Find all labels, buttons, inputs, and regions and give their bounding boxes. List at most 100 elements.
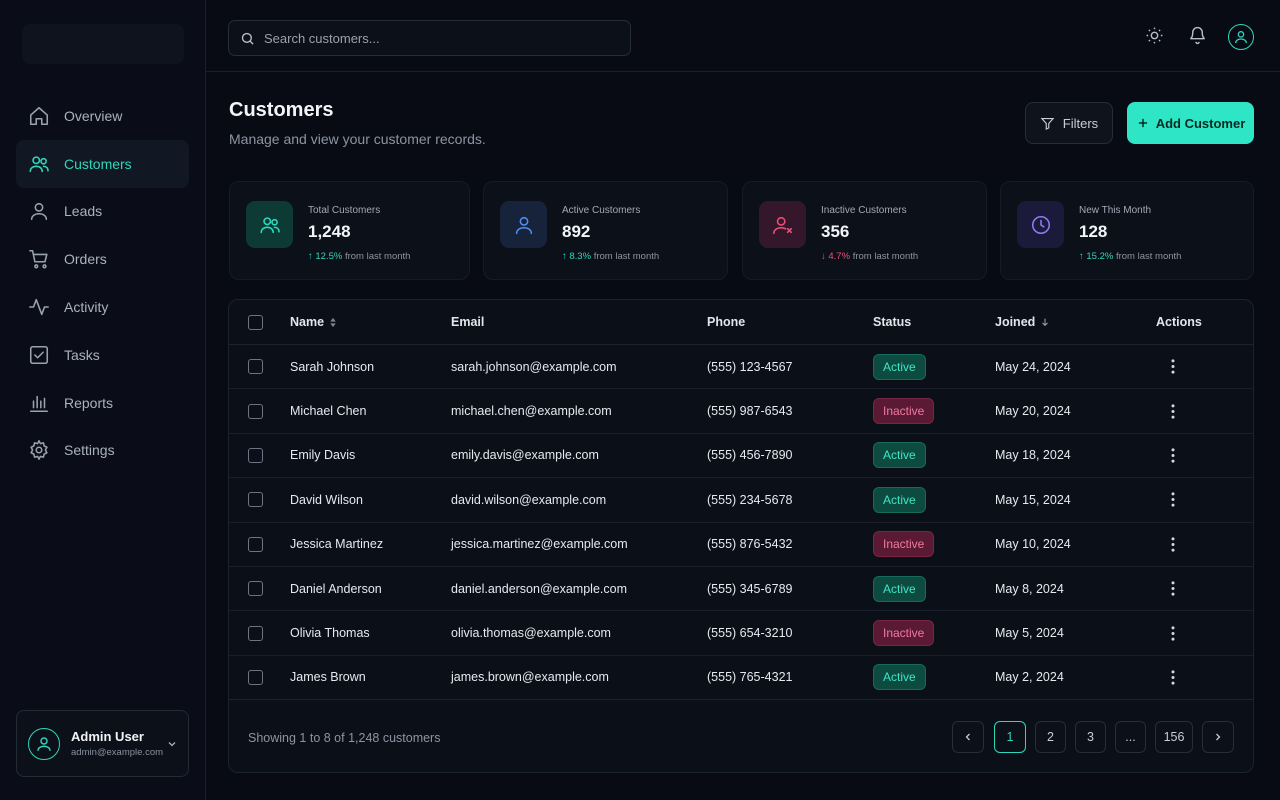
cart-icon: [28, 248, 50, 270]
page-button[interactable]: ...: [1115, 721, 1146, 753]
sidebar-item-reports[interactable]: Reports: [16, 379, 189, 427]
chevron-down-icon: [166, 738, 178, 750]
stat-card: Total Customers 1,248 ↑ 12.5% from last …: [229, 181, 470, 280]
table-row[interactable]: Daniel Anderson daniel.anderson@example.…: [229, 567, 1253, 612]
trend-value: ↑ 8.3%: [562, 251, 592, 262]
table-header: Name Email Phone Status Joined Actions: [229, 300, 1253, 345]
table-row[interactable]: Emily Davis emily.davis@example.com (555…: [229, 434, 1253, 479]
row-checkbox[interactable]: [248, 536, 263, 552]
table-row[interactable]: Jessica Martinez jessica.martinez@exampl…: [229, 523, 1253, 567]
trend-value: ↓ 4.7%: [821, 251, 851, 262]
customer-joined: May 24, 2024: [995, 359, 1071, 374]
sidebar-item-overview[interactable]: Overview: [16, 92, 189, 140]
row-checkbox[interactable]: [248, 581, 263, 597]
status-badge: Inactive: [873, 398, 935, 425]
sidebar-item-customers[interactable]: Customers: [16, 139, 189, 188]
search-box[interactable]: [228, 20, 631, 56]
page-button[interactable]: 2: [1035, 721, 1066, 753]
row-checkbox[interactable]: [248, 625, 263, 641]
sidebar-item-label: Orders: [64, 251, 107, 268]
column-phone: Phone: [707, 315, 746, 329]
status-badge: Inactive: [873, 620, 935, 647]
search-input[interactable]: [264, 30, 604, 46]
customer-joined: May 20, 2024: [995, 404, 1071, 419]
user-name: Admin User: [71, 729, 144, 744]
users-icon: [28, 153, 50, 175]
table-row[interactable]: Michael Chen michael.chen@example.com (5…: [229, 389, 1253, 434]
sidebar-item-tasks[interactable]: Tasks: [16, 331, 189, 379]
activity-icon: [28, 296, 50, 318]
customer-joined: May 8, 2024: [995, 581, 1064, 596]
column-name-label: Name: [290, 315, 325, 329]
stat-label: Total Customers: [308, 205, 381, 216]
prev-page-button[interactable]: [952, 721, 984, 753]
trend-text: from last month: [1115, 251, 1182, 262]
customer-phone: (555) 987-6543: [707, 404, 793, 419]
sidebar-item-leads[interactable]: Leads: [16, 188, 189, 236]
customer-phone: (555) 345-6789: [707, 581, 793, 596]
sidebar-item-label: Overview: [64, 107, 123, 124]
customer-phone: (555) 234-5678: [707, 492, 793, 507]
column-status: Status: [873, 315, 912, 329]
chevron-left-icon: [962, 731, 974, 743]
table-row[interactable]: Sarah Johnson sarah.johnson@example.com …: [229, 345, 1253, 390]
sidebar-item-label: Tasks: [64, 346, 100, 363]
add-customer-button[interactable]: Add Customer: [1127, 102, 1254, 144]
row-checkbox[interactable]: [248, 492, 263, 508]
table-row[interactable]: Olivia Thomas olivia.thomas@example.com …: [229, 611, 1253, 656]
trend-text: from last month: [344, 251, 411, 262]
page-button[interactable]: 156: [1155, 721, 1193, 753]
more-actions-icon[interactable]: [1171, 670, 1175, 685]
sidebar-item-settings[interactable]: Settings: [16, 427, 189, 475]
table-row[interactable]: David Wilson david.wilson@example.com (5…: [229, 478, 1253, 523]
more-actions-icon[interactable]: [1171, 537, 1175, 552]
page-button[interactable]: 1: [994, 721, 1026, 753]
status-badge: Active: [873, 575, 926, 602]
avatar-icon[interactable]: [1228, 24, 1254, 50]
customer-email: jessica.martinez@example.com: [451, 537, 628, 552]
filters-button[interactable]: Filters: [1025, 102, 1113, 144]
page-button[interactable]: 3: [1075, 721, 1106, 753]
next-page-button[interactable]: [1202, 721, 1234, 753]
sidebar-item-orders[interactable]: Orders: [16, 235, 189, 283]
customer-joined: May 2, 2024: [995, 670, 1064, 685]
row-checkbox[interactable]: [248, 447, 263, 463]
select-all-checkbox[interactable]: [248, 314, 263, 330]
trend-value: ↑ 12.5%: [308, 251, 343, 262]
bell-icon[interactable]: [1188, 26, 1207, 45]
more-actions-icon[interactable]: [1171, 492, 1175, 507]
column-joined[interactable]: Joined: [995, 300, 1050, 344]
customer-email: emily.davis@example.com: [451, 448, 599, 463]
more-actions-icon[interactable]: [1171, 403, 1175, 419]
customer-name: Daniel Anderson: [290, 581, 382, 596]
logo-placeholder: [22, 24, 184, 64]
customer-name: Sarah Johnson: [290, 359, 375, 374]
column-email: Email: [451, 315, 485, 329]
row-checkbox[interactable]: [248, 359, 263, 375]
customer-email: olivia.thomas@example.com: [451, 626, 611, 641]
sidebar-nav: Overview Customers Leads Orders Activity…: [16, 92, 189, 474]
column-actions: Actions: [1156, 315, 1202, 329]
sun-icon[interactable]: [1145, 26, 1164, 45]
user-x-icon: [759, 201, 806, 248]
sidebar-item-activity[interactable]: Activity: [16, 283, 189, 331]
sidebar-item-label: Settings: [64, 442, 115, 459]
pagination-summary: Showing 1 to 8 of 1,248 customers: [248, 731, 441, 745]
customer-name: Olivia Thomas: [290, 626, 370, 641]
more-actions-icon[interactable]: [1171, 581, 1175, 596]
more-actions-icon[interactable]: [1171, 359, 1175, 374]
stat-label: Active Customers: [562, 205, 641, 216]
user-menu[interactable]: Admin User admin@example.com: [16, 710, 189, 777]
sidebar-item-label: Reports: [64, 394, 114, 411]
row-checkbox[interactable]: [248, 669, 263, 685]
more-actions-icon[interactable]: [1171, 625, 1175, 641]
more-actions-icon[interactable]: [1171, 448, 1175, 463]
sidebar: Overview Customers Leads Orders Activity…: [0, 0, 206, 800]
row-checkbox[interactable]: [248, 403, 263, 419]
customer-joined: May 18, 2024: [995, 448, 1071, 463]
status-badge: Active: [873, 486, 926, 513]
user-icon: [500, 201, 547, 248]
search-icon: [240, 31, 255, 46]
column-name[interactable]: Name: [290, 300, 337, 344]
table-row[interactable]: James Brown james.brown@example.com (555…: [229, 656, 1253, 701]
